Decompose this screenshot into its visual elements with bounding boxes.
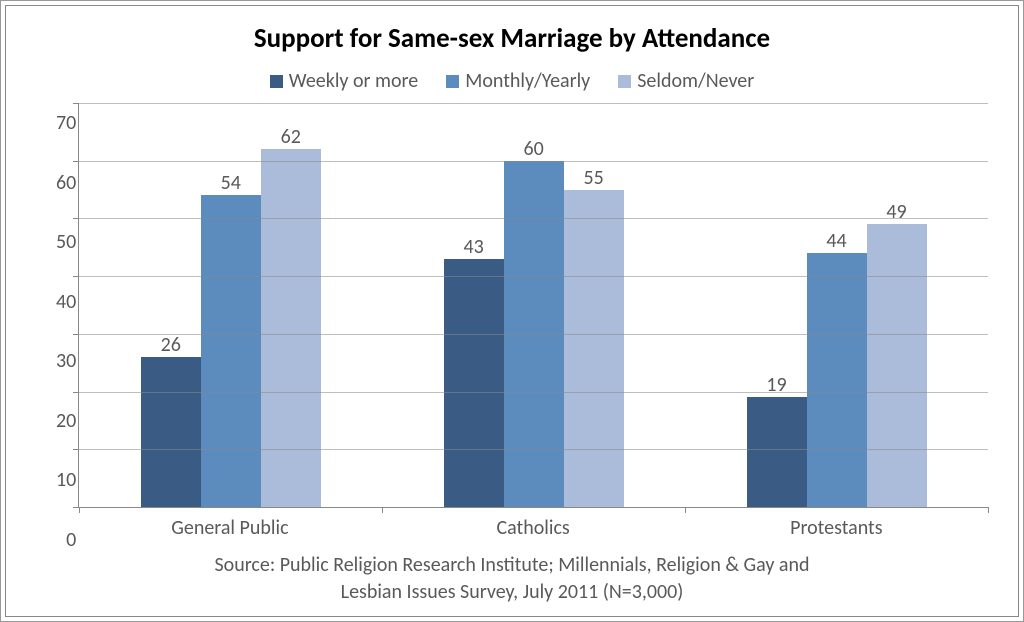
x-axis-labels: General PublicCatholicsProtestants bbox=[78, 516, 988, 540]
x-tick-mark bbox=[79, 507, 80, 513]
source-line-1: Source: Public Religion Research Institu… bbox=[214, 553, 809, 577]
chart-title: Support for Same-sex Marriage by Attenda… bbox=[26, 22, 998, 55]
gridline bbox=[79, 334, 988, 335]
legend-label: Seldom/Never bbox=[637, 69, 754, 93]
bar-group: 436055 bbox=[382, 103, 685, 507]
bar-group: 194449 bbox=[685, 103, 988, 507]
gridline bbox=[79, 161, 988, 162]
plot-area: 265462436055194449 bbox=[78, 103, 988, 508]
y-tick-label: 0 bbox=[66, 530, 76, 550]
bar-value-label: 43 bbox=[444, 235, 504, 259]
bar: 43 bbox=[444, 259, 504, 507]
source-line-2: Lesbian Issues Survey, July 2011 (N=3,00… bbox=[341, 580, 684, 604]
bar: 26 bbox=[141, 357, 201, 507]
x-axis-label: Catholics bbox=[382, 516, 685, 540]
y-tick-mark bbox=[73, 276, 79, 277]
bar-value-label: 55 bbox=[564, 166, 624, 190]
bar: 44 bbox=[807, 253, 867, 507]
y-axis: 706050403020100 bbox=[56, 103, 78, 540]
legend-label: Weekly or more bbox=[289, 69, 418, 93]
y-tick-label: 50 bbox=[56, 232, 76, 252]
x-tick-mark bbox=[382, 507, 383, 513]
y-tick-label: 70 bbox=[56, 113, 76, 133]
y-tick-mark bbox=[73, 449, 79, 450]
legend-item-seldom: Seldom/Never bbox=[618, 69, 754, 93]
bar-value-label: 60 bbox=[504, 137, 564, 161]
bar: 19 bbox=[747, 397, 807, 507]
bar-value-label: 44 bbox=[807, 229, 867, 253]
gridline bbox=[79, 218, 988, 219]
bar-value-label: 19 bbox=[747, 373, 807, 397]
bar: 55 bbox=[564, 190, 624, 507]
plot-wrapper: 706050403020100 265462436055194449 Gener… bbox=[26, 103, 998, 540]
bar-value-label: 26 bbox=[141, 333, 201, 357]
x-axis-label: Protestants bbox=[685, 516, 988, 540]
bar: 54 bbox=[201, 195, 261, 507]
y-tick-mark bbox=[73, 103, 79, 104]
legend-item-weekly: Weekly or more bbox=[270, 69, 418, 93]
x-tick-mark bbox=[685, 507, 686, 513]
chart-outer-frame: Support for Same-sex Marriage by Attenda… bbox=[0, 0, 1024, 622]
legend-swatch-icon bbox=[446, 75, 459, 88]
plot-and-x: 265462436055194449 General PublicCatholi… bbox=[78, 103, 988, 540]
gridline bbox=[79, 276, 988, 277]
y-tick-label: 30 bbox=[56, 351, 76, 371]
bar: 49 bbox=[867, 224, 927, 507]
y-tick-label: 40 bbox=[56, 292, 76, 312]
chart-legend: Weekly or more Monthly/Yearly Seldom/Nev… bbox=[26, 69, 998, 93]
x-axis-label: General Public bbox=[78, 516, 381, 540]
legend-swatch-icon bbox=[618, 75, 631, 88]
legend-label: Monthly/Yearly bbox=[465, 69, 590, 93]
y-tick-label: 10 bbox=[56, 470, 76, 490]
gridline bbox=[79, 103, 988, 104]
bar-groups: 265462436055194449 bbox=[79, 103, 988, 507]
chart-inner-frame: Support for Same-sex Marriage by Attenda… bbox=[5, 5, 1019, 617]
chart-source: Source: Public Religion Research Institu… bbox=[26, 552, 998, 606]
legend-item-monthly: Monthly/Yearly bbox=[446, 69, 590, 93]
x-tick-mark bbox=[988, 507, 989, 513]
y-tick-mark bbox=[73, 218, 79, 219]
bar-value-label: 49 bbox=[867, 200, 927, 224]
bar-value-label: 54 bbox=[201, 171, 261, 195]
y-tick-mark bbox=[73, 334, 79, 335]
y-tick-label: 20 bbox=[56, 411, 76, 431]
y-tick-label: 60 bbox=[56, 173, 76, 193]
bar: 62 bbox=[261, 149, 321, 507]
bar-group: 265462 bbox=[79, 103, 382, 507]
bar-value-label: 62 bbox=[261, 125, 321, 149]
y-tick-mark bbox=[73, 392, 79, 393]
gridline bbox=[79, 449, 988, 450]
gridline bbox=[79, 392, 988, 393]
y-tick-mark bbox=[73, 161, 79, 162]
legend-swatch-icon bbox=[270, 75, 283, 88]
